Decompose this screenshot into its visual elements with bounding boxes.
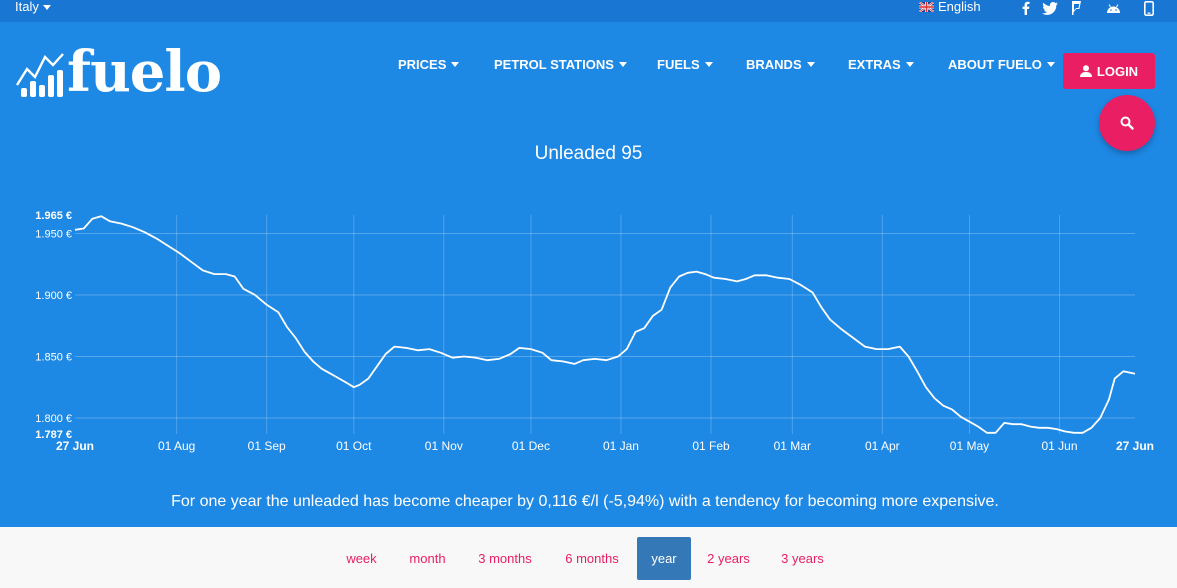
nav-prices-label: PRICES <box>398 57 447 72</box>
x-tick-label: 01 Sep <box>248 439 286 453</box>
caret-down-icon <box>905 62 914 67</box>
twitter-icon[interactable] <box>1041 0 1059 16</box>
period-month[interactable]: month <box>409 551 446 566</box>
logo-bars-icon <box>15 53 64 97</box>
x-tick-label: 01 May <box>950 439 989 453</box>
price-line <box>74 215 1136 434</box>
y-extreme-label: 1.787 € <box>35 429 72 441</box>
nav-brands-label: BRANDS <box>746 57 802 72</box>
search-icon <box>1120 116 1134 130</box>
x-tick-label: 01 Nov <box>425 439 463 453</box>
uk-flag-icon <box>919 2 934 12</box>
period-2-years[interactable]: 2 years <box>707 551 750 566</box>
nav-about-fuelo-label: ABOUT FUELO <box>948 57 1042 72</box>
x-tick-label: 01 Feb <box>692 439 730 453</box>
search-button[interactable] <box>1099 95 1155 151</box>
login-label: LOGIN <box>1096 63 1139 79</box>
caret-down-icon <box>806 62 815 67</box>
mobile-icon[interactable] <box>1142 0 1156 16</box>
x-tick-label: 01 Apr <box>865 439 900 453</box>
facebook-icon[interactable] <box>1018 0 1032 16</box>
period-3-months[interactable]: 3 months <box>478 551 532 566</box>
x-tick-label: 01 Jun <box>1041 439 1077 453</box>
header: fuelo PRICES PETROL STATIONS FUELS BRAND… <box>0 22 1177 527</box>
y-tick-label: 1.900 € <box>35 290 72 302</box>
nav-fuels[interactable]: FUELS <box>657 57 713 72</box>
fuelo-logo[interactable]: fuelo <box>15 39 222 105</box>
price-chart: 1.800 € 1.850 € 1.900 € 1.950 € 1.965 € 1.787… <box>35 210 1154 453</box>
x-tick-label: 01 Jan <box>603 439 639 453</box>
y-extreme-label: 1.965 € <box>35 210 72 222</box>
x-tick-label: 01 Dec <box>512 439 550 453</box>
y-tick-label: 1.950 € <box>35 228 72 240</box>
period-year[interactable]: year <box>637 537 691 580</box>
nav-brands[interactable]: BRANDS <box>746 57 815 72</box>
x-tick-label: 01 Mar <box>774 439 811 453</box>
logo-text: fuelo <box>67 39 222 105</box>
period-6-months[interactable]: 6 months <box>565 551 619 566</box>
chart-title: Unleaded 95 <box>534 143 643 164</box>
nav-prices[interactable]: PRICES <box>398 57 460 72</box>
price-summary: For one year the unleaded has become che… <box>171 493 999 510</box>
language-selector[interactable]: English <box>919 0 981 14</box>
nav-extras[interactable]: EXTRAS <box>848 57 914 72</box>
y-tick-label: 1.850 € <box>35 351 72 363</box>
x-tick-label: 01 Oct <box>336 439 372 453</box>
login-button[interactable]: LOGIN <box>1063 53 1155 89</box>
caret-down-icon <box>1046 62 1055 67</box>
y-tick-label: 1.800 € <box>35 413 72 425</box>
caret-down-icon <box>704 62 713 67</box>
period-week[interactable]: week <box>346 551 377 566</box>
nav-petrol-stations[interactable]: PETROL STATIONS <box>494 57 627 72</box>
android-icon[interactable] <box>1104 0 1122 16</box>
period-3-years[interactable]: 3 years <box>781 551 824 566</box>
nav-petrol-stations-label: PETROL STATIONS <box>494 57 614 72</box>
country-label: Italy <box>15 0 39 14</box>
x-tick-label: 01 Aug <box>158 439 195 453</box>
caret-down-icon <box>451 62 460 67</box>
country-selector[interactable]: Italy <box>15 0 51 14</box>
x-end-label: 27 Jun <box>1116 439 1154 453</box>
nav-about-fuelo[interactable]: ABOUT FUELO <box>948 57 1055 72</box>
nav-fuels-label: FUELS <box>657 57 700 72</box>
foursquare-icon[interactable] <box>1069 0 1083 16</box>
user-icon <box>1079 65 1092 77</box>
nav-extras-label: EXTRAS <box>848 57 901 72</box>
top-bar: Italy English <box>0 0 1177 22</box>
caret-down-icon <box>42 4 51 10</box>
language-label: English <box>938 0 981 14</box>
period-selector: week month 3 months 6 months year 2 year… <box>0 527 1177 588</box>
x-start-label: 27 Jun <box>56 439 94 453</box>
caret-down-icon <box>618 62 627 67</box>
